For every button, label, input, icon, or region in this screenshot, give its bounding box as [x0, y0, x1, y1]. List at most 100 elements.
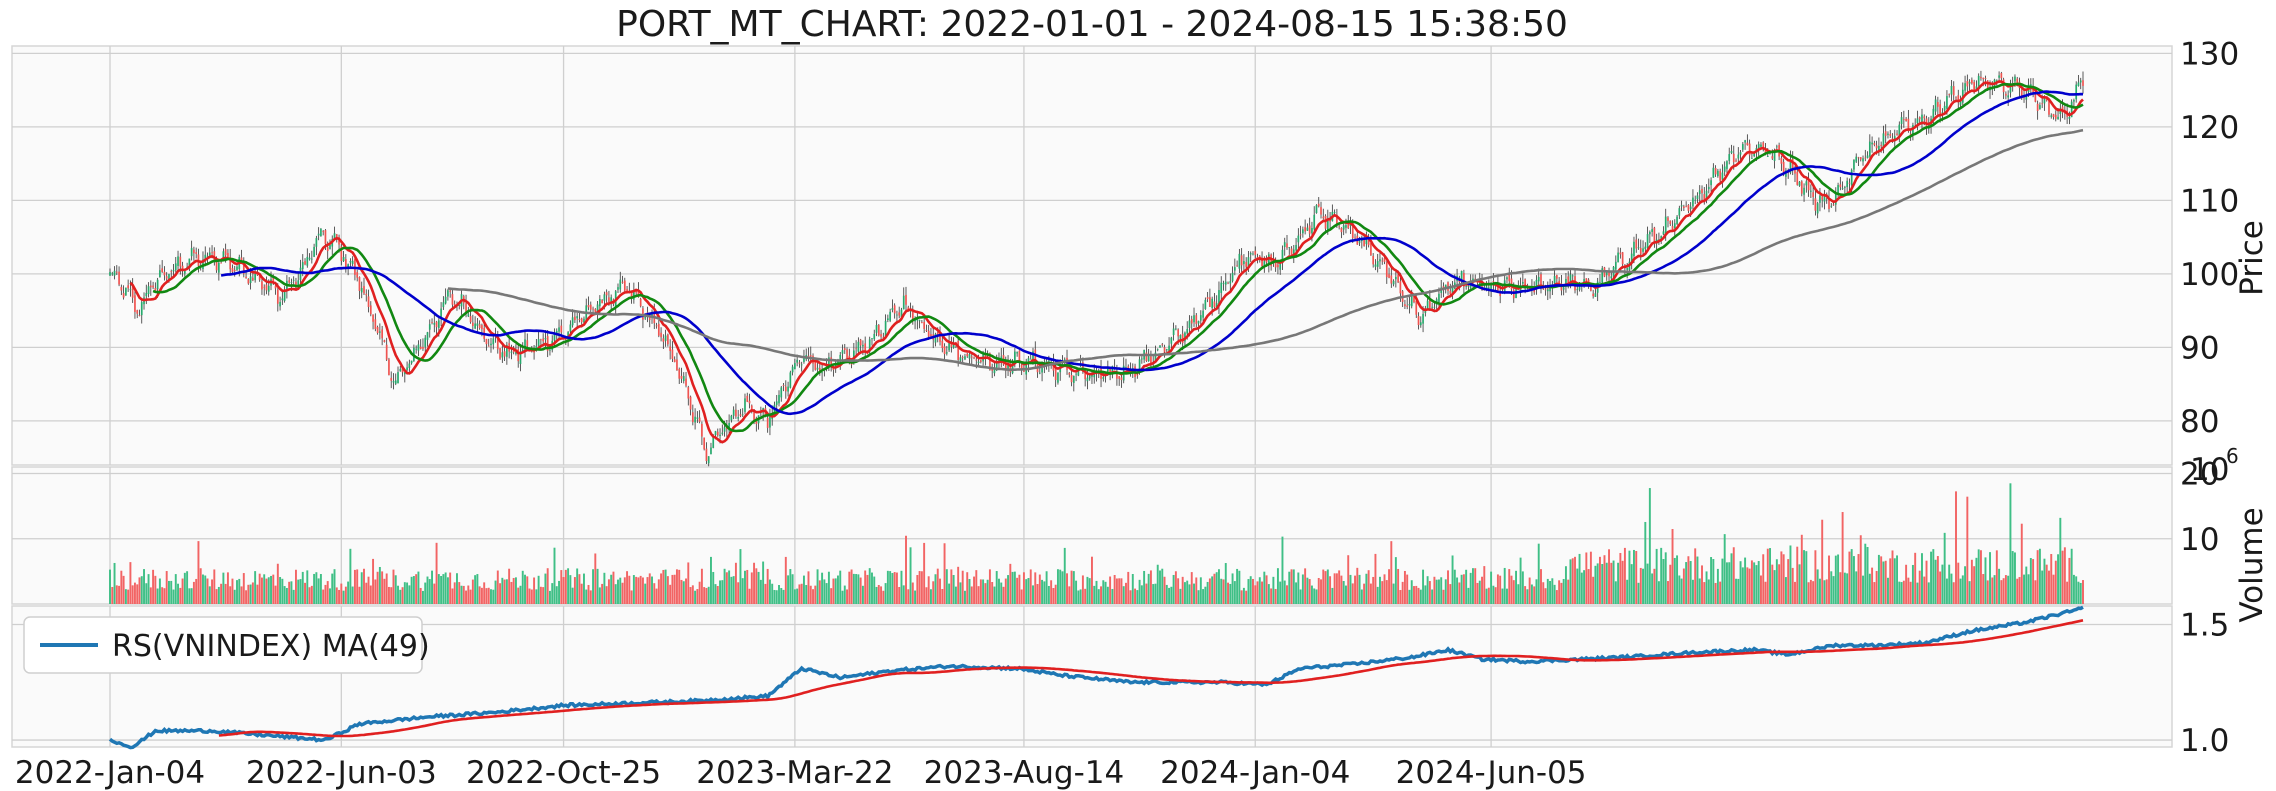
- volume-bar: [1242, 587, 1245, 604]
- candle: [1333, 209, 1336, 215]
- volume-bar: [710, 556, 712, 604]
- candle: [367, 289, 370, 313]
- volume-bar: [639, 575, 642, 604]
- candle: [310, 250, 313, 264]
- volume-bar: [1653, 568, 1656, 604]
- candle: [1406, 297, 1409, 310]
- candle: [1229, 273, 1232, 292]
- volume-tick-label: 20: [2180, 457, 2219, 493]
- volume-bar: [1741, 567, 1744, 604]
- candle: [1968, 79, 1971, 92]
- volume-bar: [163, 588, 166, 604]
- volume-bar: [1968, 581, 1971, 604]
- volume-bar: [2036, 550, 2039, 604]
- candle: [1433, 302, 1436, 310]
- candle: [2007, 90, 2010, 107]
- candle: [1172, 322, 1175, 341]
- volume-bar: [1354, 575, 1356, 604]
- volume-bar: [782, 589, 785, 604]
- candle: [655, 322, 658, 329]
- candle: [703, 437, 706, 451]
- volume-bar: [1939, 571, 1942, 604]
- volume-bar: [1195, 577, 1198, 604]
- candle: [2025, 89, 2028, 109]
- volume-bar: [514, 577, 517, 604]
- volume-bar: [1515, 570, 1518, 604]
- volume-bar: [406, 582, 409, 604]
- volume-bar: [780, 588, 783, 604]
- candle: [440, 302, 442, 327]
- volume-bar: [2014, 552, 2016, 604]
- volume-bar: [1728, 562, 1731, 604]
- candle: [125, 287, 127, 296]
- candle: [351, 256, 354, 267]
- candle: [1118, 375, 1121, 386]
- candle: [363, 277, 365, 295]
- volume-bar: [1877, 554, 1880, 604]
- candle: [1227, 281, 1229, 285]
- volume-bar: [437, 574, 440, 604]
- candle: [1653, 226, 1656, 248]
- volume-bar: [1043, 581, 1046, 604]
- volume-bar: [279, 577, 282, 604]
- volume-bar: [1165, 584, 1168, 604]
- volume-bar: [626, 571, 629, 604]
- volume-bar: [1803, 550, 1806, 604]
- volume-bar: [832, 578, 835, 604]
- candle: [499, 348, 501, 360]
- volume-bar: [1744, 557, 1747, 604]
- volume-bar: [478, 586, 481, 604]
- volume-bar: [1730, 553, 1733, 604]
- volume-bar: [1317, 577, 1320, 604]
- volume-bar: [698, 581, 701, 604]
- candle: [1125, 358, 1127, 369]
- volume-bar: [297, 579, 300, 604]
- volume-bar: [1027, 578, 1030, 604]
- candle: [1918, 116, 1921, 123]
- candle: [1807, 172, 1810, 197]
- legend: RS(VNINDEX) MA(49): [23, 616, 430, 674]
- volume-bar: [2054, 560, 2057, 604]
- volume-bar: [109, 569, 111, 604]
- volume-bar: [2059, 517, 2062, 604]
- candle: [1367, 233, 1370, 248]
- volume-bar: [360, 572, 363, 604]
- volume-bar: [181, 578, 184, 604]
- candle: [472, 314, 474, 333]
- volume-bar: [932, 581, 935, 604]
- volume-bar: [1830, 571, 1833, 604]
- candle: [1018, 350, 1021, 368]
- volume-bar: [882, 590, 885, 604]
- volume-bar: [1646, 563, 1649, 604]
- candle: [1687, 204, 1690, 214]
- candle: [492, 334, 495, 350]
- volume-bar: [1889, 558, 1892, 604]
- volume-bar: [778, 585, 780, 604]
- volume-bar: [1394, 557, 1397, 604]
- volume-bar: [1333, 573, 1336, 604]
- candle: [177, 250, 179, 272]
- volume-bar: [127, 589, 130, 604]
- volume-bar: [285, 587, 288, 604]
- legend-box: [23, 616, 423, 674]
- candle: [1798, 180, 1801, 187]
- volume-bar: [1340, 575, 1343, 604]
- candle: [669, 339, 672, 360]
- volume-bar: [952, 575, 955, 604]
- volume-tick-label: 10: [2180, 522, 2219, 558]
- volume-bar: [1072, 571, 1075, 604]
- price-gridlines: [12, 46, 2172, 465]
- volume-bar: [202, 574, 204, 604]
- candle: [403, 371, 406, 383]
- candle: [2082, 71, 2084, 94]
- volume-bar: [2016, 578, 2019, 604]
- volume-bar: [737, 582, 740, 604]
- volume-bar: [1286, 585, 1288, 604]
- volume-bar: [236, 580, 238, 604]
- candle: [1299, 225, 1302, 240]
- volume-bar: [1256, 581, 1259, 604]
- candle: [1805, 179, 1808, 193]
- candle: [1884, 124, 1887, 144]
- candle: [1939, 99, 1941, 123]
- volume-bar: [408, 585, 411, 604]
